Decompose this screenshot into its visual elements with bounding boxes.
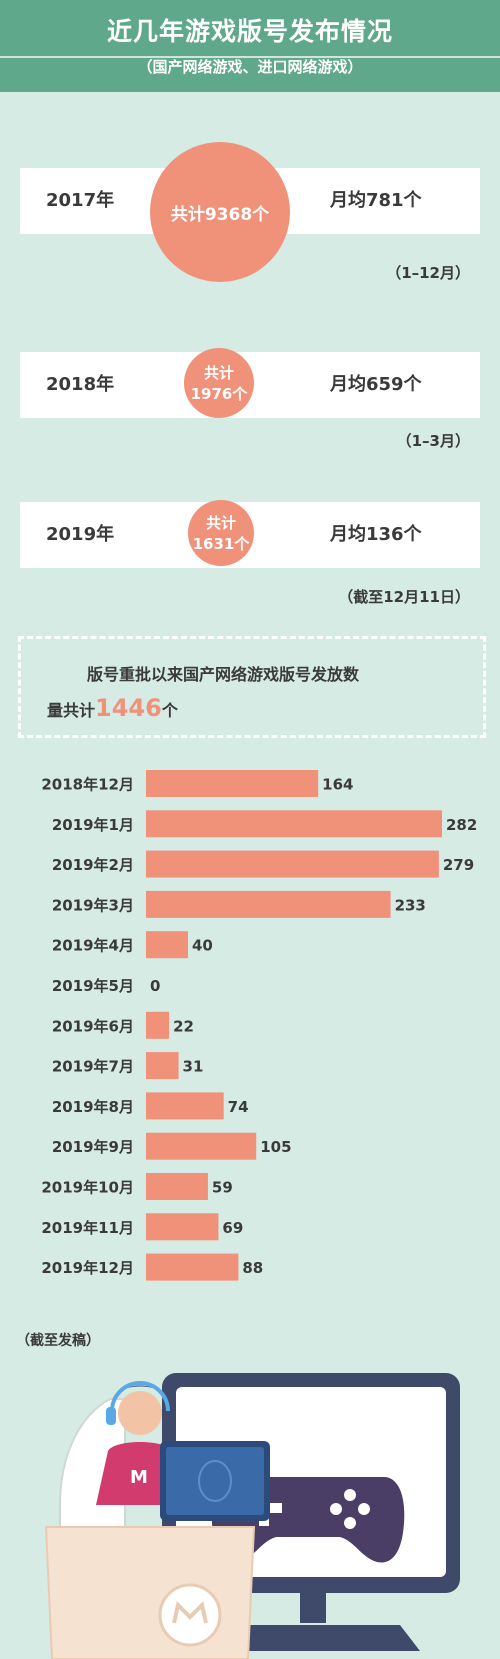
- page-subtitle: （国产网络游戏、进口网络游戏）: [137, 58, 363, 76]
- value-label: 69: [222, 1219, 243, 1237]
- bar: [146, 1052, 179, 1080]
- value-label: 88: [242, 1259, 263, 1277]
- value-label: 233: [395, 896, 426, 914]
- svg-text:M: M: [130, 1467, 148, 1488]
- summary-suffix: 个: [161, 701, 178, 720]
- category-label: 2019年9月: [52, 1138, 134, 1156]
- year-label: 2018年: [46, 374, 115, 395]
- monitor-neck-icon: [300, 1593, 326, 1623]
- bar: [146, 1092, 224, 1120]
- monthly-bar-chart: 2018年12月 164 2019年1月 282 2019年2月 279 2019年3月 23…: [41, 770, 477, 1281]
- period-label: （截至12月11日）: [338, 588, 470, 606]
- summary-line2: 量共计1446个: [47, 694, 178, 722]
- year-row-2019: 2019年 月均136个: [20, 502, 480, 568]
- total-label: 共计9368个: [170, 204, 270, 225]
- value-label: 105: [260, 1138, 291, 1156]
- bar: [146, 1011, 170, 1039]
- year-label: 2019年: [46, 524, 115, 545]
- category-label: 2018年12月: [41, 776, 134, 794]
- category-label: 2019年2月: [52, 856, 134, 874]
- bar: [146, 1173, 208, 1200]
- year-label: 2017年: [46, 190, 115, 211]
- total-label: 共计: [203, 364, 234, 382]
- category-label: 2019年6月: [52, 1017, 134, 1035]
- value-label: 282: [446, 816, 477, 834]
- total-value: 1631个: [192, 535, 250, 553]
- value-label: 40: [192, 937, 213, 955]
- monthly-average: 月均136个: [330, 524, 422, 545]
- footnote: （截至发稿）: [16, 1333, 100, 1349]
- headset-icon: [110, 1381, 170, 1412]
- monthly-average: 月均659个: [330, 374, 422, 395]
- total-circle-2017: 共计9368个: [150, 142, 290, 282]
- person-head-icon: [118, 1391, 162, 1435]
- page-title: 近几年游戏版号发布情况: [106, 17, 393, 46]
- total-label: 共计: [205, 514, 236, 532]
- summary-line1: 版号重批以来国产网络游戏版号发放数: [87, 665, 360, 684]
- total-circle-2019: 共计 1631个: [188, 500, 254, 566]
- summary-box: 版号重批以来国产网络游戏版号发放数 量共计1446个: [18, 636, 486, 738]
- monthly-average: 月均781个: [330, 190, 422, 211]
- value-label: 74: [228, 1098, 249, 1116]
- bar: [146, 850, 439, 878]
- value-label: 0: [150, 977, 160, 995]
- bar: [146, 1213, 219, 1241]
- category-label: 2019年8月: [52, 1098, 134, 1116]
- category-label: 2019年1月: [52, 816, 134, 834]
- summary-count: 1446: [95, 694, 162, 722]
- category-label: 2019年12月: [41, 1259, 134, 1277]
- period-label: （1–12月）: [386, 264, 470, 282]
- header: 近几年游戏版号发布情况 （国产网络游戏、进口网络游戏）: [0, 0, 500, 92]
- category-label: 2019年4月: [52, 937, 134, 955]
- category-label: 2019年7月: [52, 1058, 134, 1076]
- bar: [146, 1132, 257, 1160]
- desk-icon: [44, 1526, 256, 1659]
- category-label: 2019年10月: [41, 1179, 134, 1197]
- bar: [146, 770, 319, 797]
- person-body-icon: [96, 1442, 176, 1505]
- value-label: 279: [443, 856, 474, 874]
- category-label: 2019年5月: [52, 977, 134, 995]
- summary-prefix: 量共计: [47, 701, 96, 720]
- bar: [146, 810, 442, 838]
- value-label: 31: [183, 1058, 204, 1076]
- category-label: 2019年3月: [52, 896, 134, 914]
- gamepad-button-icon: [344, 1489, 356, 1501]
- monitor-stand-icon: [212, 1625, 420, 1651]
- bar: [146, 890, 391, 918]
- value-label: 164: [322, 776, 353, 794]
- title-divider: [0, 56, 500, 58]
- value-label: 59: [212, 1179, 233, 1197]
- value-label: 22: [173, 1017, 194, 1035]
- gamer-illustration: M: [44, 1373, 460, 1659]
- period-label: （1–3月）: [396, 432, 470, 450]
- total-circle-2018: 共计 1976个: [184, 348, 254, 418]
- bar: [146, 1253, 239, 1281]
- category-label: 2019年11月: [41, 1219, 134, 1237]
- total-value: 1976个: [190, 385, 248, 403]
- bar: [146, 931, 188, 959]
